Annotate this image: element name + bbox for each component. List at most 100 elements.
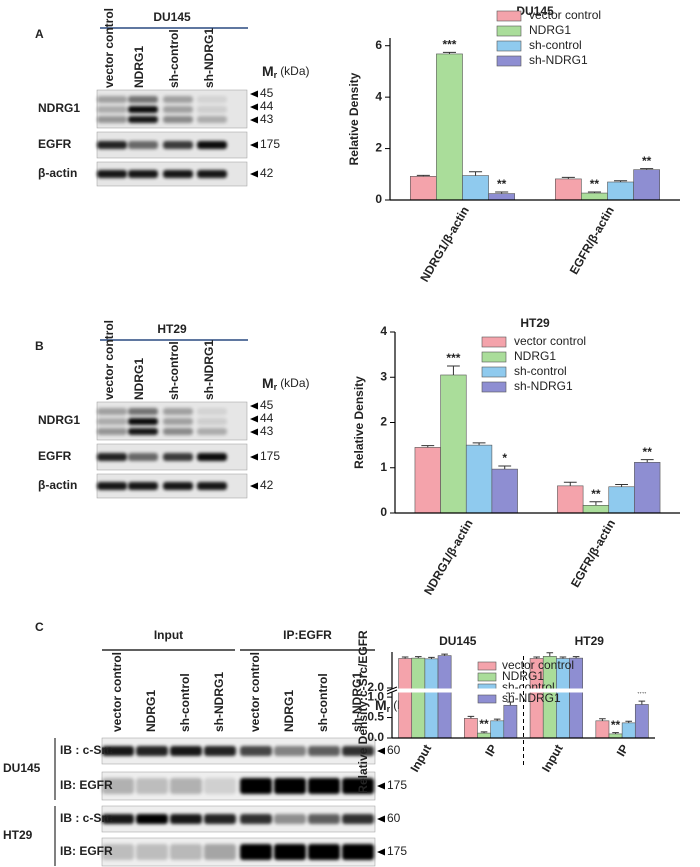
marker-arrow <box>377 747 385 755</box>
blot-band <box>163 482 193 490</box>
mr-label: Mr(kDa) <box>262 63 310 81</box>
blot-band <box>128 428 158 435</box>
mr-unit: (kDa) <box>280 376 309 390</box>
legend-label: vector control <box>529 8 601 22</box>
error-bar <box>615 483 628 487</box>
y-axis-label: Relative Density <box>352 376 366 469</box>
marker-arrow <box>250 482 258 490</box>
significance: ** <box>642 154 652 168</box>
error-bar <box>587 191 601 194</box>
error-bar <box>495 191 509 194</box>
blot-band <box>128 408 158 415</box>
significance: *** <box>446 351 460 365</box>
blot-band <box>128 453 158 461</box>
marker-arrow <box>377 815 385 823</box>
y-tick-label: 4 <box>375 89 382 103</box>
error-bar <box>612 732 619 734</box>
blot-band <box>163 106 193 113</box>
bar <box>633 169 660 201</box>
blot-band <box>240 814 272 824</box>
lane-label: NDRG1 <box>132 358 146 400</box>
significance: *** <box>442 38 456 52</box>
blot-band <box>97 141 127 149</box>
group-title: DU145 <box>439 634 477 648</box>
legend-swatch <box>496 10 522 22</box>
bar <box>554 178 582 201</box>
row-label: IB: EGFR <box>60 778 113 792</box>
marker-label: 175 <box>387 778 407 792</box>
legend-label: sh-NDRG1 <box>514 379 573 393</box>
mr-unit: (kDa) <box>280 64 309 78</box>
x-tick-label: Input <box>407 742 434 774</box>
marker-label: 45 <box>260 86 274 100</box>
blot-band <box>204 844 236 860</box>
bar <box>621 722 636 739</box>
row-label: NDRG1 <box>38 413 80 427</box>
blot-band <box>170 814 202 824</box>
blot-band <box>274 746 306 756</box>
mr-symbol: M <box>262 63 274 79</box>
blot-band <box>274 844 306 860</box>
blot-band <box>240 746 272 756</box>
marker-arrow <box>250 402 258 410</box>
marker-label: 60 <box>387 743 401 757</box>
lane-label: sh-control <box>167 341 181 400</box>
bar <box>581 192 608 201</box>
axis-break <box>386 688 661 693</box>
blot-band <box>170 778 202 794</box>
error-bar <box>428 656 435 659</box>
blot-band <box>197 141 227 149</box>
error-bar <box>441 653 448 656</box>
marker-label: 42 <box>260 166 274 180</box>
marker-arrow <box>377 782 385 790</box>
blot-band <box>342 844 374 860</box>
bar <box>477 732 491 739</box>
y-tick-label: 6 <box>375 38 382 52</box>
bar <box>414 447 441 514</box>
legend-swatch <box>481 366 507 378</box>
marker-arrow <box>250 453 258 461</box>
blot-band <box>128 170 158 178</box>
y-tick-label: 1 <box>380 460 387 474</box>
blot-band <box>163 170 193 178</box>
row-label: IB: EGFR <box>60 844 113 858</box>
legend-swatch <box>481 351 507 363</box>
legend-label: sh-NDRG1 <box>502 691 561 705</box>
legend-swatch <box>481 381 507 393</box>
break-mark <box>386 689 398 695</box>
significance: ** <box>637 686 647 700</box>
bar <box>411 657 426 739</box>
bar <box>608 486 635 514</box>
chart-title: DU145 <box>516 4 554 18</box>
bar <box>608 733 623 739</box>
y-tick-label: 4 <box>380 324 387 338</box>
y-tick-label: 2 <box>380 415 387 429</box>
blot-band <box>342 746 374 756</box>
legend-label: sh-control <box>529 38 582 52</box>
blot-band <box>197 170 227 178</box>
blot-band <box>197 106 227 113</box>
marker-arrow <box>250 170 258 178</box>
lane-label: sh-NDRG1 <box>202 340 216 400</box>
blot-band <box>128 106 158 113</box>
legend-label: NDRG1 <box>514 349 556 363</box>
x-tick-label: EGFR/β-actin <box>567 204 617 277</box>
marker-arrow <box>250 90 258 98</box>
x-tick-label: IP <box>614 742 632 759</box>
bar <box>436 53 463 201</box>
y-tick-label: 1.0 <box>367 689 384 703</box>
lane-label: sh-control <box>316 673 330 732</box>
blot-band <box>97 428 127 435</box>
error-bar <box>421 445 435 448</box>
y-tick-label: 0.5 <box>367 710 384 724</box>
blot-band <box>102 778 134 794</box>
bar <box>607 181 634 201</box>
blot-band <box>163 408 193 415</box>
blot-band <box>97 106 127 113</box>
bar <box>582 505 610 514</box>
significance: ** <box>479 717 489 731</box>
bar <box>557 485 584 514</box>
marker-label: 44 <box>260 99 274 113</box>
blot-band <box>308 814 340 824</box>
blot-band <box>102 814 134 824</box>
